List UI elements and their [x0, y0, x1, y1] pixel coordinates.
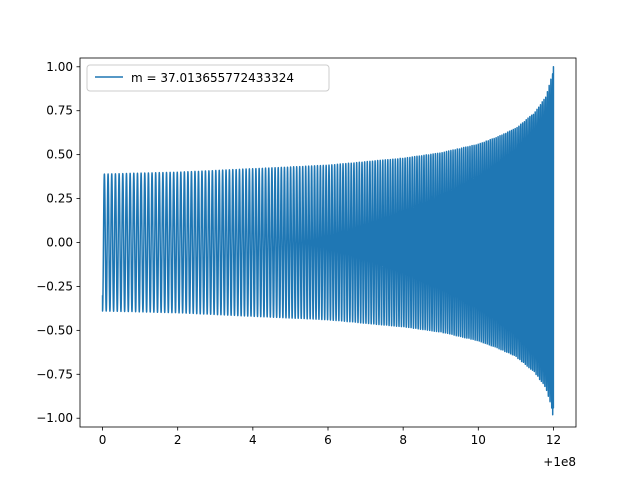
y-tick-label: 0.25: [46, 192, 73, 206]
y-tick-label: 1.00: [46, 60, 73, 74]
y-tick-label: −0.75: [36, 367, 73, 381]
y-tick-label: 0.00: [46, 236, 73, 250]
y-tick-label: 0.75: [46, 104, 73, 118]
y-tick-label: −0.25: [36, 279, 73, 293]
y-tick-label: 0.50: [46, 148, 73, 162]
x-tick-label: 12: [546, 433, 561, 447]
y-tick-label: −0.50: [36, 323, 73, 337]
x-axis: 0 2 4 6 8 10 12: [99, 427, 561, 447]
series-line: [101, 66, 555, 416]
legend: m = 37.013655772433324: [86, 64, 330, 92]
y-axis: −1.00 −0.75 −0.50 −0.25 0.00 0.25 0.50 0.75 1.00: [36, 60, 80, 425]
x-tick-label: 6: [324, 433, 332, 447]
x-axis-offset-label: +1e8: [543, 455, 576, 469]
x-tick-label: 2: [174, 433, 182, 447]
x-tick-label: 4: [249, 433, 257, 447]
legend-box: [86, 64, 330, 92]
x-tick-label: 8: [399, 433, 407, 447]
x-tick-label: 10: [471, 433, 486, 447]
legend-label: m = 37.013655772433324: [131, 71, 294, 85]
y-tick-label: −1.00: [36, 411, 73, 425]
x-tick-label: 0: [99, 433, 107, 447]
